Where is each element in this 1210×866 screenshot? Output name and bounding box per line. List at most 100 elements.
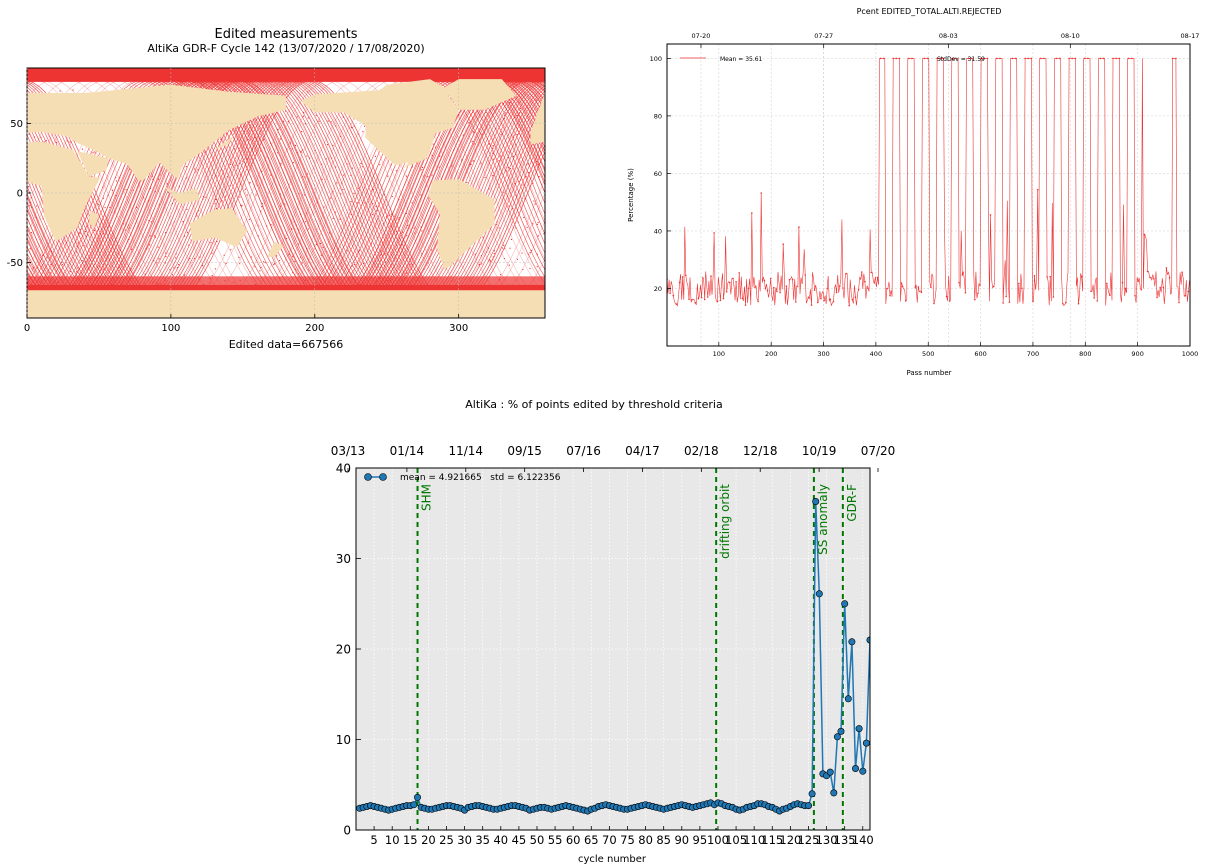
pcent-point bbox=[1171, 57, 1174, 60]
map-edited-point bbox=[220, 138, 222, 140]
map-edited-point bbox=[327, 120, 329, 122]
map-edited-point bbox=[31, 206, 33, 208]
pcent-top-tick-label: 07-27 bbox=[814, 32, 833, 40]
map-edited-point bbox=[432, 143, 434, 145]
pcent-point bbox=[904, 300, 907, 302]
map-edited-point bbox=[328, 232, 330, 234]
map-edited-point bbox=[270, 224, 272, 226]
pcent-point bbox=[795, 301, 797, 303]
map-edited-point bbox=[29, 248, 31, 250]
pcent-point bbox=[923, 57, 926, 60]
map-edited-point bbox=[515, 144, 517, 146]
map-edited-point bbox=[297, 273, 299, 275]
map-edited-point bbox=[86, 234, 88, 236]
pcent-point bbox=[1137, 280, 1139, 282]
threshold-title: AltiKa : % of points edited by threshold… bbox=[465, 398, 722, 411]
pcent-point bbox=[1181, 271, 1183, 274]
map-edited-point bbox=[350, 174, 352, 176]
map-edited-point bbox=[536, 160, 538, 162]
map-edited-point bbox=[528, 131, 530, 133]
pcent-top-tick-label: 08-10 bbox=[1061, 32, 1080, 40]
map-edited-point bbox=[480, 162, 482, 164]
pcent-point bbox=[1049, 275, 1051, 278]
map-ytick-label: 0 bbox=[17, 189, 23, 200]
pcent-point bbox=[773, 286, 775, 289]
map-edited-point bbox=[361, 193, 363, 195]
map-edited-point bbox=[528, 172, 530, 174]
map-land-eurasia bbox=[27, 84, 286, 182]
map-edited-point bbox=[527, 253, 529, 255]
map-edited-point bbox=[380, 250, 382, 252]
map-edited-point bbox=[123, 223, 125, 225]
map-edited-point bbox=[372, 189, 374, 191]
map-edited-point bbox=[306, 247, 308, 249]
map-edited-point bbox=[330, 197, 332, 199]
map-edited-point bbox=[516, 115, 518, 117]
map-edited-point bbox=[85, 231, 87, 233]
map-edited-point bbox=[98, 266, 100, 268]
pcent-point bbox=[1033, 275, 1036, 277]
pcent-xtick-label: 100 bbox=[713, 350, 725, 358]
map-edited-point bbox=[103, 232, 105, 234]
map-edited-point bbox=[362, 131, 364, 133]
pcent-point bbox=[933, 302, 935, 305]
map-edited-point bbox=[518, 101, 520, 103]
pcent-point bbox=[1156, 296, 1158, 299]
pcent-legend-std: StdDev = 31.59 bbox=[937, 56, 985, 63]
map-edited-point bbox=[356, 202, 358, 204]
map-edited-point bbox=[532, 182, 534, 184]
map-edited-point bbox=[522, 269, 524, 271]
map-land-uk bbox=[536, 112, 543, 124]
pcent-point bbox=[835, 291, 838, 294]
map-edited-point bbox=[291, 228, 293, 230]
map-edited-point bbox=[508, 102, 510, 104]
map-edited-point bbox=[325, 158, 327, 160]
pcent-point bbox=[735, 281, 737, 283]
map-edited-point bbox=[411, 202, 413, 204]
threshold-legend: mean = 4.921665 std = 6.122356 bbox=[364, 473, 561, 483]
pcent-xtick-label: 800 bbox=[1079, 350, 1091, 358]
threshold-top-tick-label: 04/17 bbox=[625, 444, 660, 458]
map-edited-point bbox=[215, 175, 217, 177]
map-edited-point bbox=[50, 250, 52, 252]
map-edited-point bbox=[210, 242, 212, 244]
pcent-xtick-label: 1000 bbox=[1182, 350, 1199, 358]
pcent-point bbox=[1140, 288, 1143, 291]
pcent-point bbox=[1168, 276, 1171, 279]
map-edited-point bbox=[498, 160, 500, 162]
map-edited-point bbox=[525, 176, 527, 178]
map-edited-point bbox=[85, 236, 87, 238]
map-edited-point bbox=[226, 176, 228, 178]
map-land-greenland bbox=[444, 79, 517, 110]
map-edited-point bbox=[518, 112, 520, 114]
map-edited-point bbox=[279, 260, 281, 262]
threshold-top-tick-label: 09/15 bbox=[507, 444, 542, 458]
pcent-point bbox=[738, 272, 740, 274]
map-edited-point bbox=[391, 196, 393, 198]
pcent-point bbox=[832, 300, 835, 303]
map-edited-point bbox=[260, 150, 262, 152]
map-edited-point bbox=[154, 191, 156, 193]
map-edited-point bbox=[385, 253, 387, 255]
map-edited-point bbox=[78, 232, 80, 234]
map-edited-point bbox=[149, 235, 151, 237]
map-land-n-america bbox=[300, 88, 459, 168]
pcent-point bbox=[958, 281, 960, 284]
map-edited-point bbox=[222, 172, 224, 174]
map-edited-point bbox=[357, 250, 359, 252]
map-edited-point bbox=[131, 248, 133, 250]
map-land-se-asia bbox=[163, 186, 200, 205]
map-edited-point bbox=[288, 253, 290, 255]
pcent-ytick-label: 60 bbox=[654, 170, 662, 178]
map-edited-point bbox=[371, 214, 373, 216]
pcent-point bbox=[1175, 57, 1177, 60]
map-edited-point bbox=[306, 173, 308, 175]
pcent-point bbox=[707, 296, 709, 298]
threshold-xtick-label: 50 bbox=[530, 833, 545, 847]
pcent-ytick-label: 40 bbox=[654, 227, 662, 235]
pcent-point bbox=[1074, 57, 1077, 60]
map-edited-point bbox=[480, 255, 482, 257]
threshold-point bbox=[841, 600, 849, 608]
map-edited-point bbox=[421, 169, 423, 171]
pcent-point bbox=[1124, 287, 1127, 290]
